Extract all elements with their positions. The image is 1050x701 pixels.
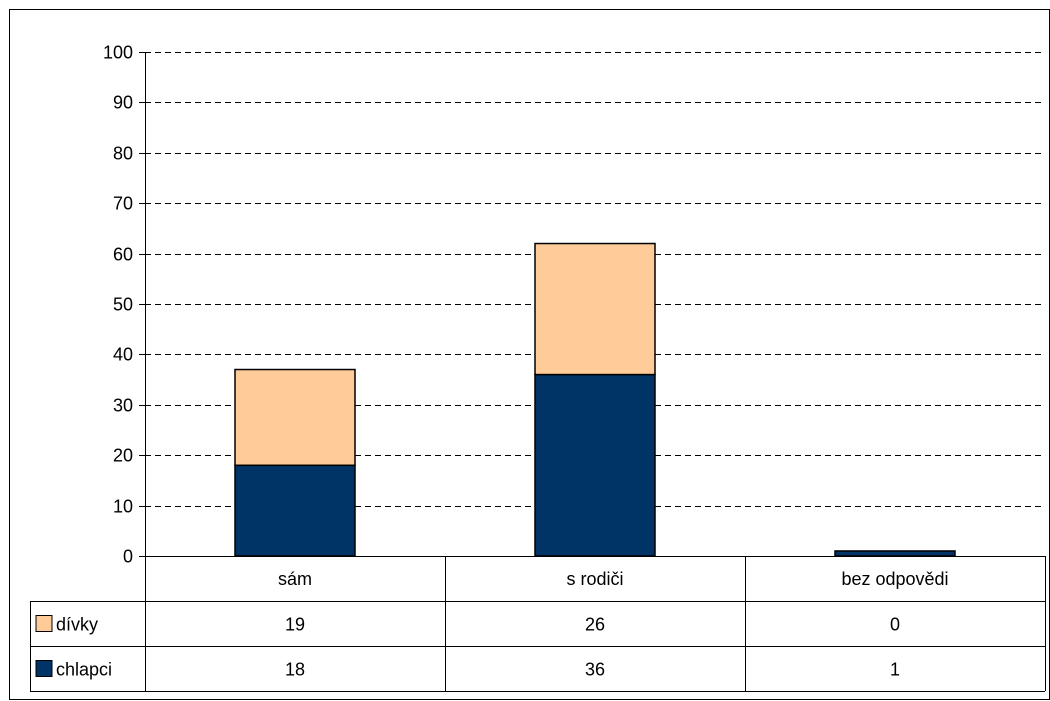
bar-chlapci bbox=[234, 464, 356, 557]
y-tick-label: 70 bbox=[113, 194, 133, 214]
table-value: 1 bbox=[890, 660, 900, 680]
category-label: s rodiči bbox=[566, 569, 623, 589]
y-tick-label: 30 bbox=[113, 396, 133, 416]
y-tick-label: 50 bbox=[113, 295, 133, 315]
bar-divky bbox=[234, 368, 356, 467]
bars bbox=[234, 242, 956, 557]
legend-label: chlapci bbox=[56, 660, 112, 680]
y-tick-label: 10 bbox=[113, 497, 133, 517]
legend-key-divky bbox=[35, 615, 53, 632]
category-label: bez odpovědi bbox=[841, 569, 948, 589]
y-axis-ticks: 0 10 20 30 40 50 60 70 80 90 100 bbox=[103, 43, 145, 567]
y-tick-label: 60 bbox=[113, 245, 133, 265]
y-tick-label: 0 bbox=[123, 547, 133, 567]
legend-label: dívky bbox=[56, 615, 98, 635]
y-tick-label: 90 bbox=[113, 93, 133, 113]
table-value: 26 bbox=[585, 615, 605, 635]
y-tick-label: 100 bbox=[103, 43, 133, 63]
y-tick-label: 40 bbox=[113, 345, 133, 365]
legend-key-chlapci bbox=[35, 660, 53, 677]
y-tick-label: 20 bbox=[113, 446, 133, 466]
table-value: 0 bbox=[890, 615, 900, 635]
table-value: 19 bbox=[285, 615, 305, 635]
data-table: sám s rodiči bez odpovědi dívky 19 26 0 chlapci… bbox=[30, 556, 1046, 692]
table-value: 36 bbox=[585, 660, 605, 680]
category-label: sám bbox=[278, 569, 312, 589]
bar-divky bbox=[534, 242, 656, 376]
bar-chlapci bbox=[534, 373, 656, 557]
y-tick-label: 80 bbox=[113, 144, 133, 164]
table-value: 18 bbox=[285, 660, 305, 680]
bar-chlapci bbox=[834, 550, 956, 557]
